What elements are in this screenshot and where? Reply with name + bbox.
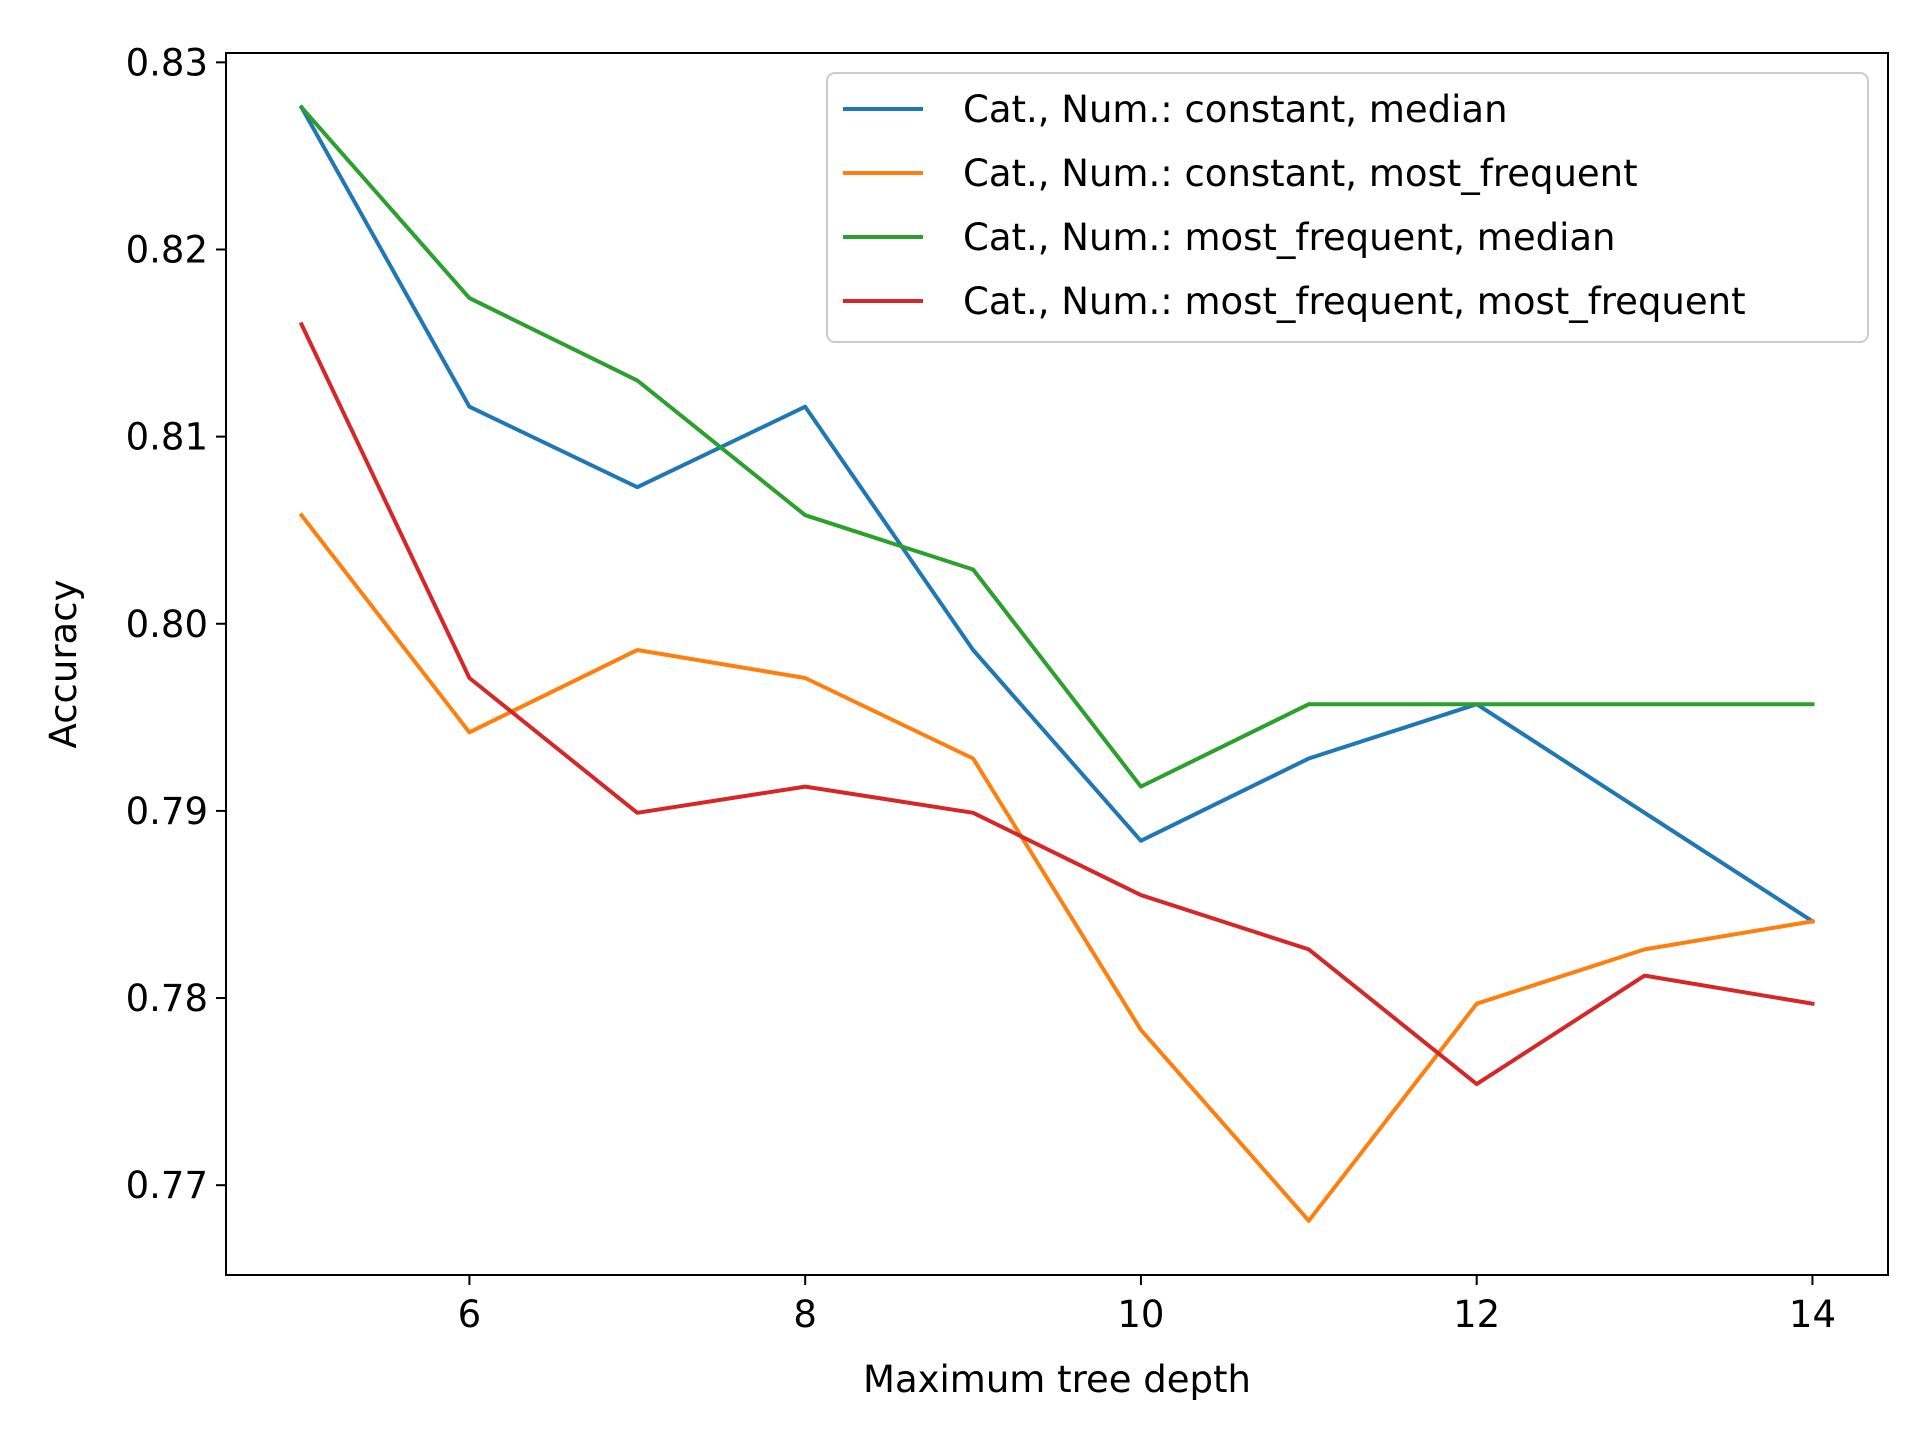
legend-label: Cat., Num.: most_frequent, most_frequent bbox=[963, 280, 1746, 323]
series-line-2 bbox=[298, 512, 1815, 1223]
y-axis: 0.77 0.78 0.79 0.80 0.81 0.82 0.83 bbox=[126, 41, 226, 1207]
x-tick-label: 10 bbox=[1117, 1293, 1164, 1336]
series-line-1 bbox=[298, 104, 1816, 925]
x-tick-label: 12 bbox=[1453, 1293, 1500, 1336]
y-axis-label: Accuracy bbox=[42, 580, 85, 749]
series-line-4 bbox=[298, 321, 1815, 1087]
x-tick-label: 6 bbox=[458, 1293, 482, 1336]
x-tick-label: 14 bbox=[1789, 1293, 1836, 1336]
x-axis: 6 8 10 12 14 bbox=[458, 1275, 1836, 1336]
y-tick-label: 0.82 bbox=[126, 228, 208, 271]
y-tick-label: 0.81 bbox=[126, 416, 208, 459]
legend-label: Cat., Num.: constant, median bbox=[963, 88, 1508, 131]
legend-box bbox=[826, 72, 1869, 343]
y-tick-label: 0.83 bbox=[126, 41, 208, 84]
x-axis-label: Maximum tree depth bbox=[863, 1358, 1251, 1401]
legend-label: Cat., Num.: constant, most_frequent bbox=[963, 152, 1638, 195]
y-tick-label: 0.78 bbox=[126, 977, 208, 1020]
plot-frame bbox=[225, 52, 1889, 1276]
y-tick-label: 0.79 bbox=[126, 790, 208, 833]
legend: Cat., Num.: constant, median Cat., Num.: … bbox=[826, 72, 1869, 343]
legend-label: Cat., Num.: most_frequent, median bbox=[963, 216, 1616, 259]
series-layer bbox=[298, 104, 1816, 1223]
series-line-3 bbox=[298, 104, 1815, 789]
y-tick-label: 0.80 bbox=[126, 603, 208, 646]
y-tick-label: 0.77 bbox=[126, 1164, 208, 1207]
x-tick-label: 8 bbox=[793, 1293, 817, 1336]
